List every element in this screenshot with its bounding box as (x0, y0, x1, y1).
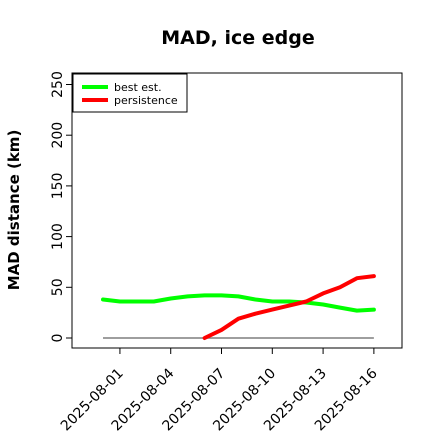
y-tick-label: 200 (50, 122, 66, 149)
series-layer (101, 274, 376, 340)
y-tick-label: 250 (50, 71, 66, 98)
series-line-persistence (202, 274, 376, 340)
y-ticks: 0 50 100 150 200 250 (50, 71, 72, 342)
y-tick-label: 50 (50, 278, 66, 296)
legend-label-persistence: persistence (114, 94, 178, 107)
plot-frame (71, 72, 403, 349)
chart-title: MAD, ice edge (161, 27, 314, 49)
y-axis-label: MAD distance (km) (5, 130, 23, 291)
y-tick-label: 100 (50, 223, 66, 250)
y-tick-label: 0 (50, 334, 66, 343)
legend: best est. persistence (72, 73, 188, 113)
y-tick-label: 150 (50, 173, 66, 200)
legend-label-best-est: best est. (114, 81, 162, 94)
legend-box (72, 73, 188, 113)
series-line-best-est (101, 293, 376, 313)
x-ticks: 2025-08-012025-08-042025-08-072025-08-10… (58, 348, 381, 434)
